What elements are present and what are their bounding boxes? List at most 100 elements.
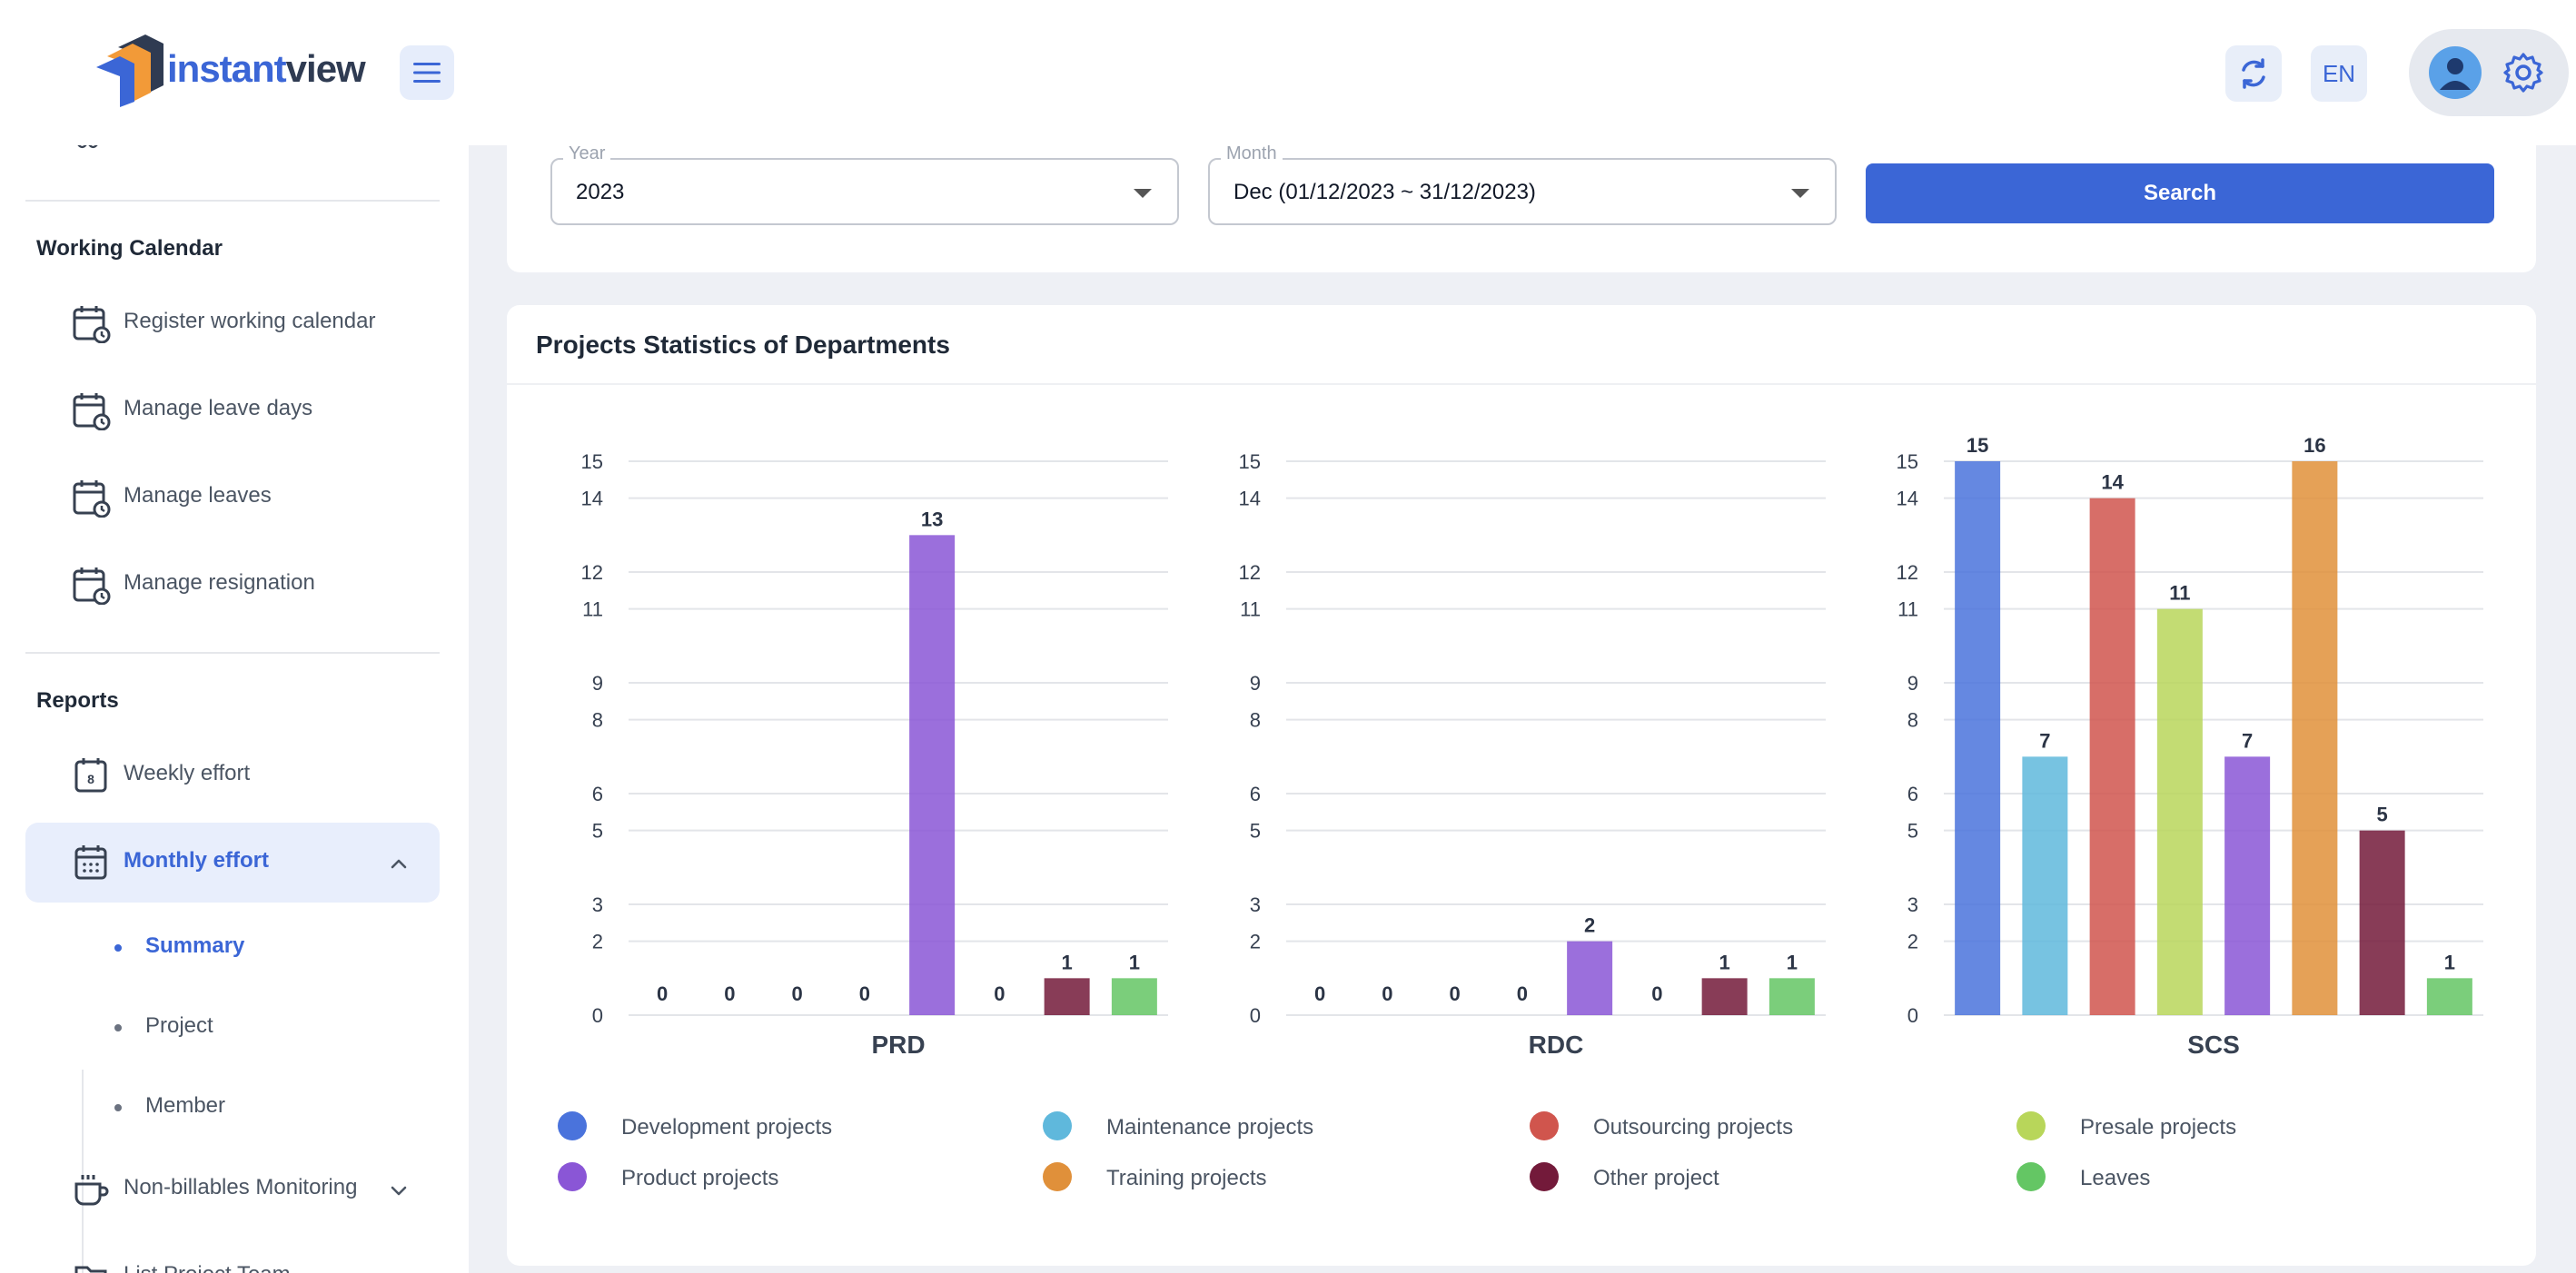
bar[interactable] <box>1567 941 1613 1015</box>
sidebar-item-label: Monthly effort <box>124 848 269 873</box>
y-tick-label: 6 <box>1250 783 1261 805</box>
monthly-calendar-icon <box>74 845 107 880</box>
bar-value-label: 0 <box>1382 982 1392 1005</box>
sidebar-item-register-working-calendar[interactable]: Register working calendar <box>25 283 440 363</box>
submenu-bullet <box>114 1104 122 1111</box>
legend-dot <box>2016 1162 2046 1191</box>
bar[interactable] <box>1701 978 1748 1015</box>
chevron-up-icon[interactable] <box>385 850 412 877</box>
legend-label: Outsourcing projects <box>1593 1115 1794 1140</box>
bar[interactable] <box>2292 461 2338 1015</box>
y-tick-label: 15 <box>581 450 603 473</box>
sidebar-item-label: Register working calendar <box>124 309 376 333</box>
legend-item[interactable]: Presale projects <box>2016 1108 2398 1144</box>
bar[interactable] <box>1111 978 1157 1015</box>
legend-item[interactable]: Other project <box>1530 1159 1911 1195</box>
sidebar-item-weekly-effort[interactable]: 8 Weekly effort <box>25 735 440 815</box>
y-tick-label: 14 <box>581 488 603 510</box>
y-tick-label: 5 <box>1907 820 1918 843</box>
bar-value-label: 15 <box>1967 434 1988 457</box>
search-button[interactable]: Search <box>1866 163 2494 223</box>
bar[interactable] <box>909 535 956 1015</box>
bar-value-label: 0 <box>1450 982 1461 1005</box>
y-tick-label: 5 <box>592 820 603 843</box>
y-tick-label: 8 <box>1250 709 1261 732</box>
bar-value-label: 0 <box>657 982 668 1005</box>
legend-item[interactable]: Development projects <box>558 1108 939 1144</box>
sidebar-item-manage-resignation[interactable]: Manage resignation <box>25 545 440 625</box>
y-tick-label: 14 <box>1897 488 1918 510</box>
bar[interactable] <box>1769 978 1815 1015</box>
sidebar-item-monthly-effort[interactable]: Monthly effort <box>25 823 440 903</box>
bar-value-label: 14 <box>2101 471 2124 494</box>
bar[interactable] <box>2359 830 2405 1015</box>
y-tick-label: 9 <box>1907 672 1918 695</box>
bar[interactable] <box>2224 756 2271 1015</box>
app-header: instantview EN <box>0 0 2576 145</box>
bar-value-label: 0 <box>1314 982 1325 1005</box>
calendar-clock-icon <box>73 393 111 430</box>
sidebar-item-manage-leaves[interactable]: Manage leaves <box>25 458 440 538</box>
submenu-item-project[interactable]: Project <box>145 1013 213 1038</box>
sidebar-divider <box>25 652 440 654</box>
app-logo[interactable]: instantview <box>94 29 366 107</box>
bar[interactable] <box>1955 461 2001 1015</box>
y-tick-label: 12 <box>1239 561 1261 584</box>
sidebar-item-manage-leave-days[interactable]: Manage leave days <box>25 370 440 450</box>
y-tick-label: 14 <box>1239 488 1261 510</box>
bar-value-label: 1 <box>2444 951 2455 973</box>
legend-item[interactable]: Leaves <box>2016 1159 2398 1195</box>
y-tick-label: 2 <box>1907 931 1918 953</box>
y-tick-label: 8 <box>1907 709 1918 732</box>
legend-dot <box>2016 1111 2046 1140</box>
y-tick-label: 0 <box>1250 1004 1261 1027</box>
bar[interactable] <box>2426 978 2472 1015</box>
calendar-clock-icon <box>73 480 111 518</box>
chart-title: RDC <box>1529 1031 1584 1059</box>
avatar[interactable] <box>2429 46 2482 99</box>
y-tick-label: 0 <box>1907 1004 1918 1027</box>
legend-dot <box>558 1162 587 1191</box>
bar-value-label: 7 <box>2242 729 2253 752</box>
month-select[interactable]: Month Dec (01/12/2023 ~ 31/12/2023) <box>1208 143 1837 225</box>
month-value: Dec (01/12/2023 ~ 31/12/2023) <box>1234 180 1536 204</box>
cut-item-icon <box>77 145 98 149</box>
bar[interactable] <box>2022 756 2068 1015</box>
submenu-item-member[interactable]: Member <box>145 1093 226 1118</box>
gear-icon[interactable] <box>2502 51 2545 94</box>
hamburger-icon <box>413 63 441 83</box>
legend-item[interactable]: Maintenance projects <box>1043 1108 1424 1144</box>
submenu-bullet <box>114 1024 122 1031</box>
sidebar-item-non-billables-monitoring[interactable]: Non-billables Monitoring <box>25 1150 440 1229</box>
sidebar-item-list-project-team[interactable]: List Project Team <box>25 1237 440 1273</box>
bar-value-label: 0 <box>792 982 803 1005</box>
y-tick-label: 11 <box>1240 598 1261 621</box>
menu-toggle-button[interactable] <box>400 45 454 100</box>
bar[interactable] <box>1044 978 1090 1015</box>
submenu-item-summary[interactable]: Summary <box>145 933 245 958</box>
bar[interactable] <box>2156 608 2203 1015</box>
sidebar-item-label: Manage resignation <box>124 570 315 595</box>
calendar-clock-icon <box>73 567 111 605</box>
stats-title: Projects Statistics of Departments <box>536 331 950 359</box>
y-tick-label: 0 <box>592 1004 603 1027</box>
y-tick-label: 5 <box>1250 820 1261 843</box>
legend-item[interactable]: Product projects <box>558 1159 939 1195</box>
user-menu[interactable] <box>2409 29 2569 116</box>
language-button[interactable]: EN <box>2311 45 2367 102</box>
year-select[interactable]: Year 2023 <box>550 143 1179 225</box>
legend-item[interactable]: Outsourcing projects <box>1530 1108 1911 1144</box>
legend-item[interactable]: Training projects <box>1043 1159 1424 1195</box>
legend-label: Other project <box>1593 1166 1719 1190</box>
submenu-line <box>82 1070 84 1273</box>
y-tick-label: 2 <box>1250 931 1261 953</box>
chevron-down-icon[interactable] <box>385 1177 412 1204</box>
bar[interactable] <box>2089 498 2135 1015</box>
chart-title: PRD <box>871 1031 925 1059</box>
bar-value-label: 0 <box>1651 982 1662 1005</box>
chart-scs: 0 2 3 5 6 8 9 11 12 14 15 15 7 14 11 7 16 5 1 SCS <box>1897 434 2483 1059</box>
legend-dot <box>558 1111 587 1140</box>
refresh-button[interactable] <box>2225 45 2282 102</box>
bar-value-label: 1 <box>1129 951 1140 973</box>
